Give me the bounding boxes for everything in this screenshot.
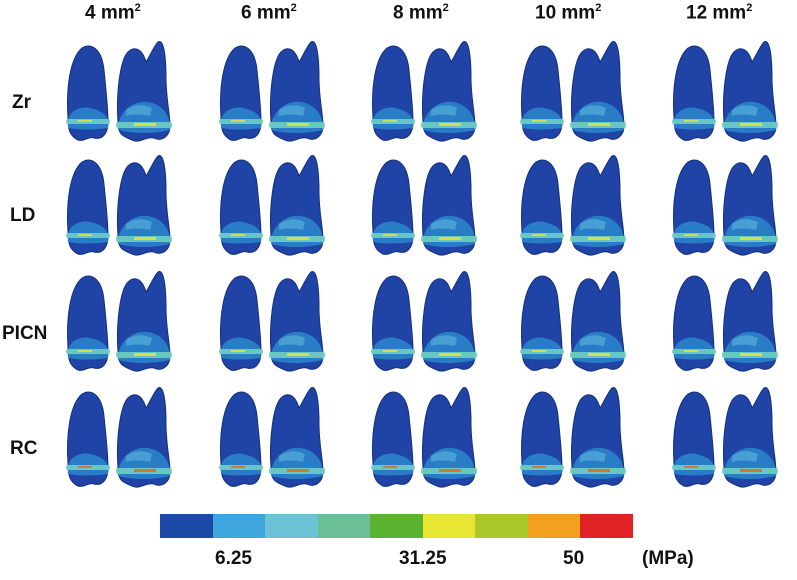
tooth-stress-map-picn-3 [367,268,491,386]
legend-swatch-8 [527,514,580,538]
legend-swatch-4 [317,514,370,538]
legend-tick-31-25: 31.25 [399,548,447,569]
tooth-stress-map-ld-4 [516,152,640,270]
legend-unit: (MPa) [642,548,694,569]
tooth-stress-map-ld-3 [367,152,491,270]
column-header-10mm: 10 mm2 [535,2,602,24]
tooth-stress-map-ld-2 [215,152,339,270]
legend-tick-6-25: 6.25 [215,548,252,569]
tooth-stress-map-picn-5 [668,268,792,386]
column-header-6mm: 6 mm2 [241,2,297,24]
color-scale-legend [160,514,633,538]
tooth-stress-map-rc-2 [215,384,339,502]
legend-tick-50: 50 [563,548,585,569]
row-label-picn: PICN [2,323,48,344]
tooth-stress-map-ld-1 [62,152,186,270]
tooth-stress-map-zr-3 [367,38,491,156]
tooth-stress-map-rc-3 [367,384,491,502]
legend-swatch-6 [422,514,475,538]
tooth-stress-map-rc-4 [516,384,640,502]
tooth-stress-map-zr-5 [668,38,792,156]
legend-swatch-5 [370,514,423,538]
row-label-ld: LD [10,205,36,226]
legend-swatch-7 [475,514,528,538]
legend-swatch-1 [160,514,213,538]
row-label-rc: RC [10,438,38,459]
tooth-stress-map-picn-2 [215,268,339,386]
tooth-stress-map-picn-4 [516,268,640,386]
legend-swatch-9 [580,514,633,538]
tooth-stress-map-zr-4 [516,38,640,156]
legend-swatch-2 [212,514,265,538]
tooth-stress-map-ld-5 [668,152,792,270]
column-header-8mm: 8 mm2 [393,2,449,24]
row-label-zr: Zr [12,92,31,113]
column-header-12mm: 12 mm2 [686,2,753,24]
column-header-4mm: 4 mm2 [85,2,141,24]
tooth-stress-map-rc-5 [668,384,792,502]
tooth-stress-map-picn-1 [62,268,186,386]
tooth-stress-map-zr-2 [215,38,339,156]
tooth-stress-map-zr-1 [62,38,186,156]
legend-swatch-3 [265,514,318,538]
tooth-stress-map-rc-1 [62,384,186,502]
